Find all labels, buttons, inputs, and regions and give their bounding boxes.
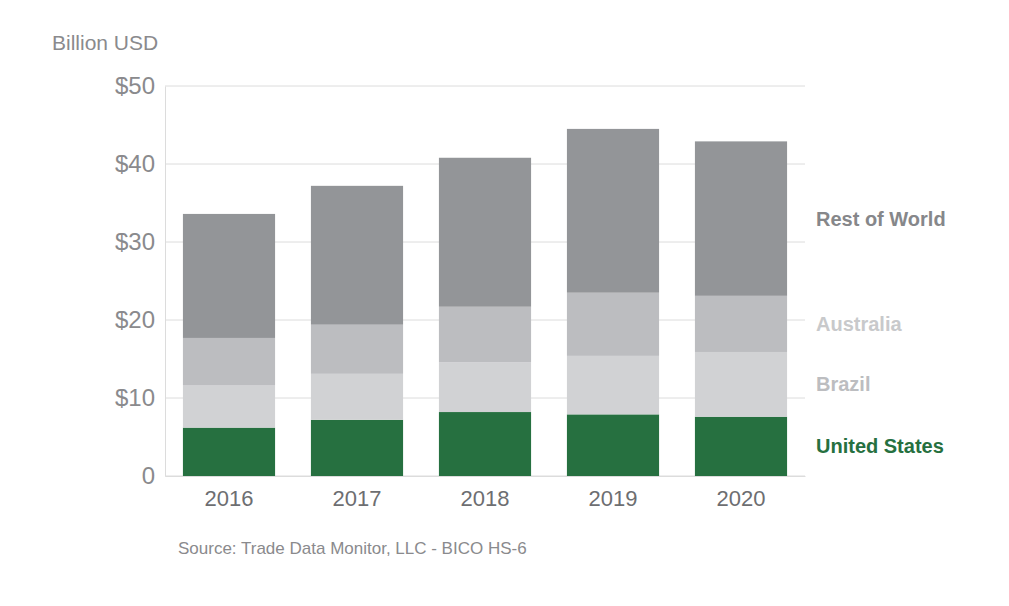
bar-segment	[567, 414, 659, 476]
bar-segment	[439, 362, 531, 412]
x-tick: 2016	[205, 476, 254, 511]
y-axis: 0 $10 $20 $30 $40 $50	[115, 72, 166, 489]
bar-segment	[311, 186, 403, 325]
bar-segment	[567, 356, 659, 415]
plot: 0 $10 $20 $30 $40 $50 2016 2017 2018 2019 2020	[115, 72, 806, 510]
x-tick: 2018	[461, 476, 510, 511]
series	[183, 129, 787, 338]
y-tick: $50	[115, 72, 165, 99]
x-tick-label: 2017	[333, 486, 382, 511]
x-tick-label: 2019	[589, 486, 638, 511]
grid	[165, 86, 805, 476]
legend-label: United States	[816, 435, 944, 457]
legend-label: Rest of World	[816, 208, 946, 230]
bar-segment	[695, 141, 787, 295]
source-note: Source: Trade Data Monitor, LLC - BICO H…	[178, 539, 527, 558]
x-tick: 2020	[717, 476, 766, 511]
bar-segment	[311, 420, 403, 476]
bar-segment	[567, 293, 659, 356]
y-tick-label: $30	[115, 228, 155, 255]
y-axis-line	[165, 87, 166, 477]
bar-segment	[567, 129, 659, 293]
chart: 0 $10 $20 $30 $40 $50 2016 2017 2018 2019 2020 Unit…	[0, 0, 1009, 606]
y-tick-label: $10	[115, 384, 155, 411]
bar-segment	[695, 417, 787, 476]
bar-segment	[183, 428, 275, 476]
y-tick-label: $50	[115, 72, 155, 99]
bar-segment	[183, 338, 275, 386]
legend-label: Brazil	[816, 373, 870, 395]
x-tick-label: 2020	[717, 486, 766, 511]
x-tick: 2017	[333, 476, 382, 511]
y-axis-title: Billion USD	[52, 31, 158, 54]
bar-segment	[439, 307, 531, 362]
bar-segment	[183, 214, 275, 338]
y-tick: $30	[115, 228, 165, 255]
legend: United States Brazil Australia Rest of Worl…	[816, 208, 946, 457]
x-tick: 2019	[589, 476, 638, 511]
bar-segment	[695, 352, 787, 417]
bar-segment	[695, 296, 787, 352]
y-tick: $40	[115, 150, 165, 177]
bar-segment	[183, 386, 275, 428]
x-tick-label: 2018	[461, 486, 510, 511]
bar-segment	[439, 412, 531, 476]
x-axis: 2016 2017 2018 2019 2020	[166, 476, 806, 511]
y-tick: $10	[115, 384, 165, 411]
y-tick-label: 0	[142, 462, 155, 489]
y-tick-label: $20	[115, 306, 155, 333]
bars	[183, 129, 787, 476]
grid-line	[165, 86, 805, 87]
bar-segment	[311, 374, 403, 420]
legend-label: Australia	[816, 313, 902, 335]
x-tick-label: 2016	[205, 486, 254, 511]
y-tick: 0	[142, 462, 165, 489]
bar-segment	[439, 158, 531, 307]
x-axis-line	[166, 476, 806, 477]
y-tick-label: $40	[115, 150, 155, 177]
bar-segment	[311, 325, 403, 374]
y-tick: $20	[115, 306, 165, 333]
